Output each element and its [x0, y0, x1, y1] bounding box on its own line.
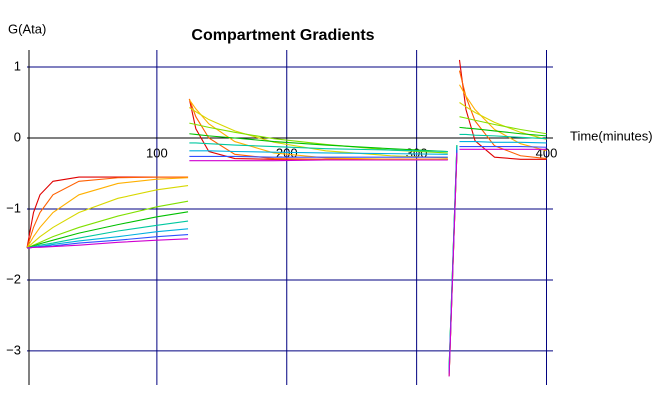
y-tick-label: −2 — [6, 271, 21, 286]
series-line — [26, 59, 547, 376]
y-tick-label: −1 — [6, 200, 21, 215]
y-tick-label: 1 — [14, 58, 21, 73]
series-line — [26, 148, 547, 377]
series-line — [26, 141, 547, 371]
series-line — [26, 116, 547, 370]
series-line — [26, 126, 547, 368]
y-tick-label: −3 — [6, 342, 21, 357]
series-line — [26, 133, 547, 368]
series-line — [26, 84, 547, 376]
y-tick-label: 0 — [14, 129, 21, 144]
x-tick-label: 100 — [146, 145, 168, 160]
y-axis-label: G(Ata) — [8, 21, 46, 36]
x-axis-label: Time(minutes) — [570, 128, 653, 143]
x-tick-label: 300 — [406, 145, 428, 160]
series-line — [26, 145, 547, 374]
chart-title: Compartment Gradients — [191, 27, 374, 44]
series-line — [26, 102, 547, 375]
